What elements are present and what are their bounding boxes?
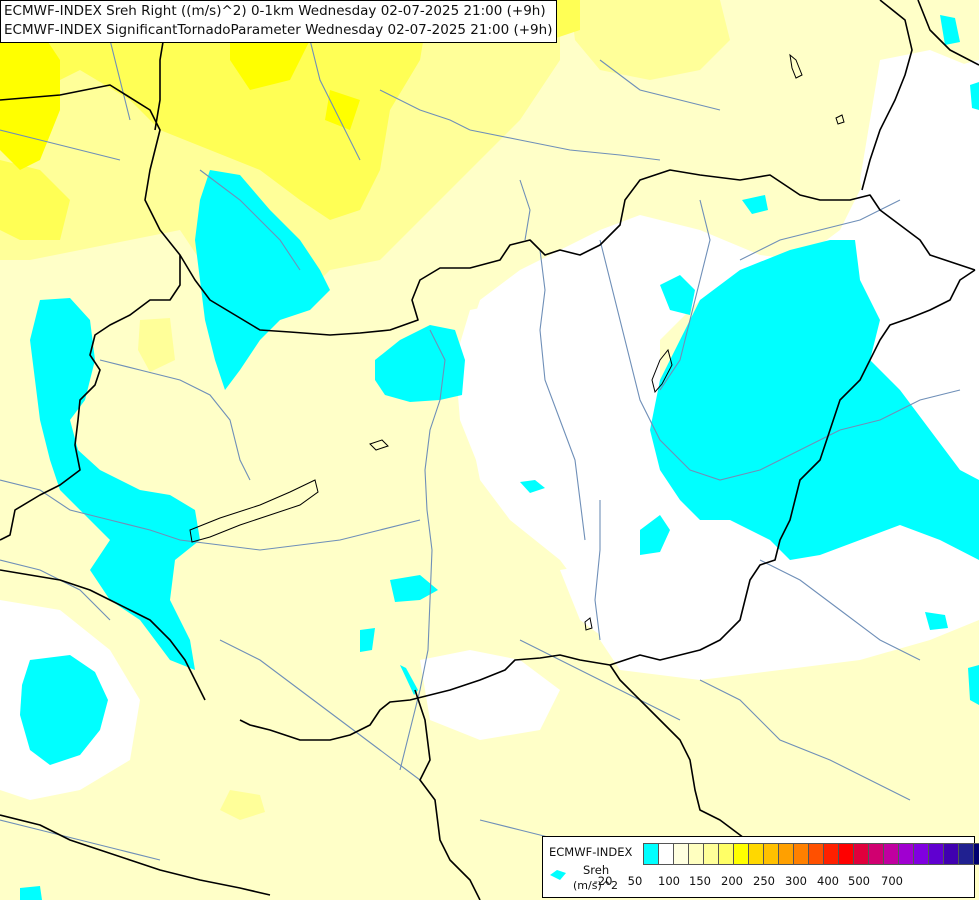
legend-swatch [928,843,944,865]
legend-swatch [718,843,734,865]
legend-tick-label: 250 [753,874,775,888]
legend-swatch [898,843,914,865]
legend-color-bar [643,843,979,865]
legend-tick-label: -20 [593,874,613,888]
legend-swatch [748,843,764,865]
legend-swatch [868,843,884,865]
legend-tick-label: 50 [627,874,643,888]
legend-swatch [838,843,854,865]
legend-swatch [853,843,869,865]
sreh-negative-areas [20,15,979,900]
legend-tick-label: 100 [658,874,680,888]
legend-tick-labels: -20 50 100 150 200 250 300 400 500 700 [594,874,973,892]
legend-swatch [703,843,719,865]
legend-swatch [673,843,689,865]
legend-tick-label: 200 [721,874,743,888]
legend-units: (m/s)^2 [573,879,618,892]
legend-variable: Sreh [583,863,610,877]
legend-swatch [913,843,929,865]
legend-swatch [658,843,674,865]
legend-tick-label: 300 [785,874,807,888]
legend-header: ECMWF-INDEX [549,845,633,859]
map-title-box: ECMWF-INDEX Sreh Right ((m/s)^2) 0-1km W… [0,0,558,43]
legend-swatch [973,843,979,865]
legend-swatch [643,843,659,865]
legend-swatch [958,843,974,865]
title-line-stp: ECMWF-INDEX SignificantTornadoParameter … [4,22,553,38]
legend-swatch [778,843,794,865]
legend-tick-label: 700 [881,874,903,888]
legend-tick-label: 500 [848,874,870,888]
legend-tick-label: 400 [817,874,839,888]
legend-swatch [733,843,749,865]
sreh-swatch-icon [550,870,566,880]
legend-swatch [688,843,704,865]
legend-tick-label: 150 [689,874,711,888]
legend-swatch [808,843,824,865]
legend-swatch [763,843,779,865]
legend-swatch [943,843,959,865]
sreh-contour-white [0,50,979,800]
lakes [189,53,845,631]
color-legend: ECMWF-INDEX Sreh (m/s)^2 -20 50 100 150 200 2… [542,836,979,898]
legend-swatch [793,843,809,865]
legend-swatch [883,843,899,865]
legend-swatch [823,843,839,865]
title-line-sreh: ECMWF-INDEX Sreh Right ((m/s)^2) 0-1km W… [4,3,546,19]
